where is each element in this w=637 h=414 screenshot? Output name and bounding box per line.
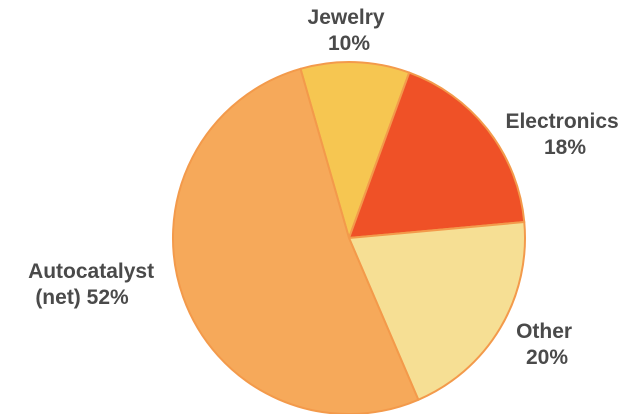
slice-label-electronics: Electronics 18%: [505, 110, 624, 159]
slice-label-autocatalyst: Autocatalyst (net) 52%: [28, 260, 160, 309]
slice-label-jewelry: Jewelry 10%: [308, 6, 391, 55]
slice-label-other: Other 20%: [516, 320, 578, 369]
pie-slices: [173, 62, 525, 414]
